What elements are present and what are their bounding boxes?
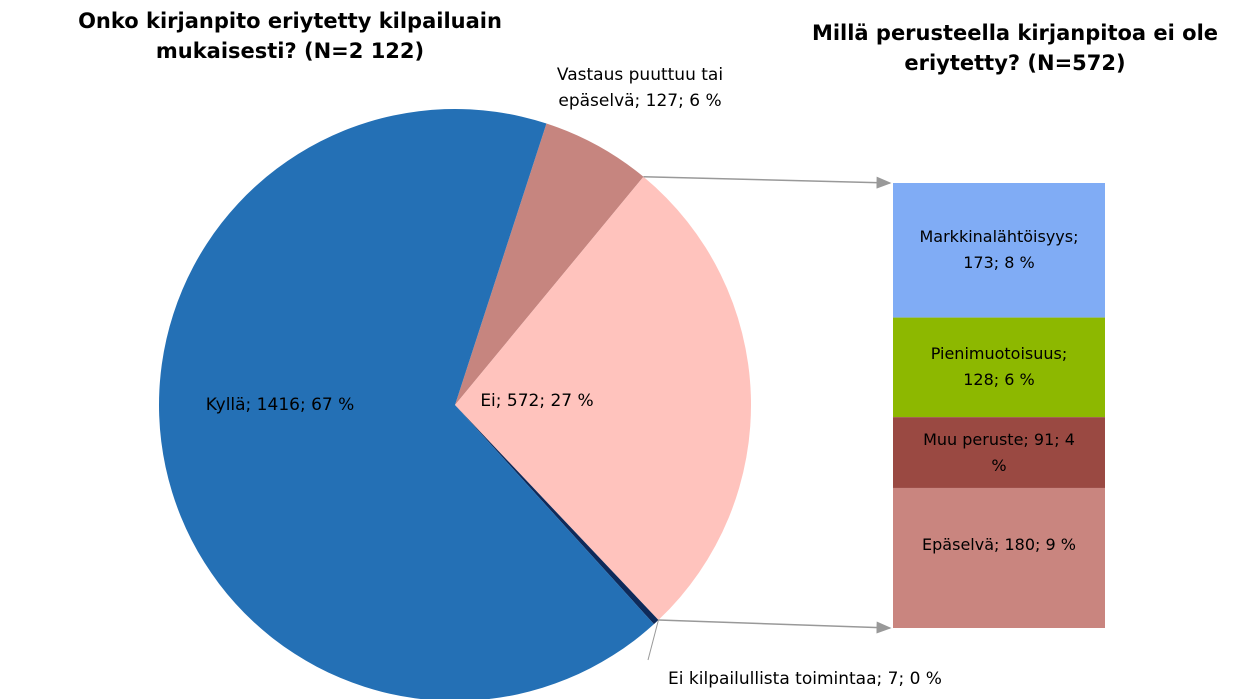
pie-slice [159, 109, 654, 699]
data-label: Markkinalähtöisyys; 173; 8 % [919, 227, 1079, 273]
data-label: Epäselvä; 180; 9 % [922, 534, 1076, 554]
data-label: Vastaus puuttuu tai epäselvä; 127; 6 % [556, 65, 724, 111]
data-label: Ei; 572; 27 % [480, 391, 594, 411]
data-label: Kyllä; 1416; 67 % [205, 395, 355, 415]
pie-slice [455, 405, 659, 625]
data-label: Pienimuotoisuus; 128; 6 % [930, 344, 1068, 390]
bar-segment [893, 417, 1105, 488]
bar-segment [893, 487, 1105, 628]
bar-segment [893, 317, 1105, 418]
chart-title: Millä perusteella kirjanpitoa ei ole eri… [811, 21, 1219, 75]
data-label: Ei kilpailullista toimintaa; 7; 0 % [668, 669, 942, 689]
pie-slice [455, 123, 644, 405]
data-label: Muu peruste; 91; 4 % [923, 429, 1075, 475]
connector [643, 175, 892, 189]
bar-segment [893, 183, 1105, 318]
pie-slice [455, 176, 752, 621]
leader-line [647, 619, 659, 661]
connector [658, 619, 892, 634]
chart-title: Onko kirjanpito eriytetty kilpailuain mu… [78, 9, 502, 63]
